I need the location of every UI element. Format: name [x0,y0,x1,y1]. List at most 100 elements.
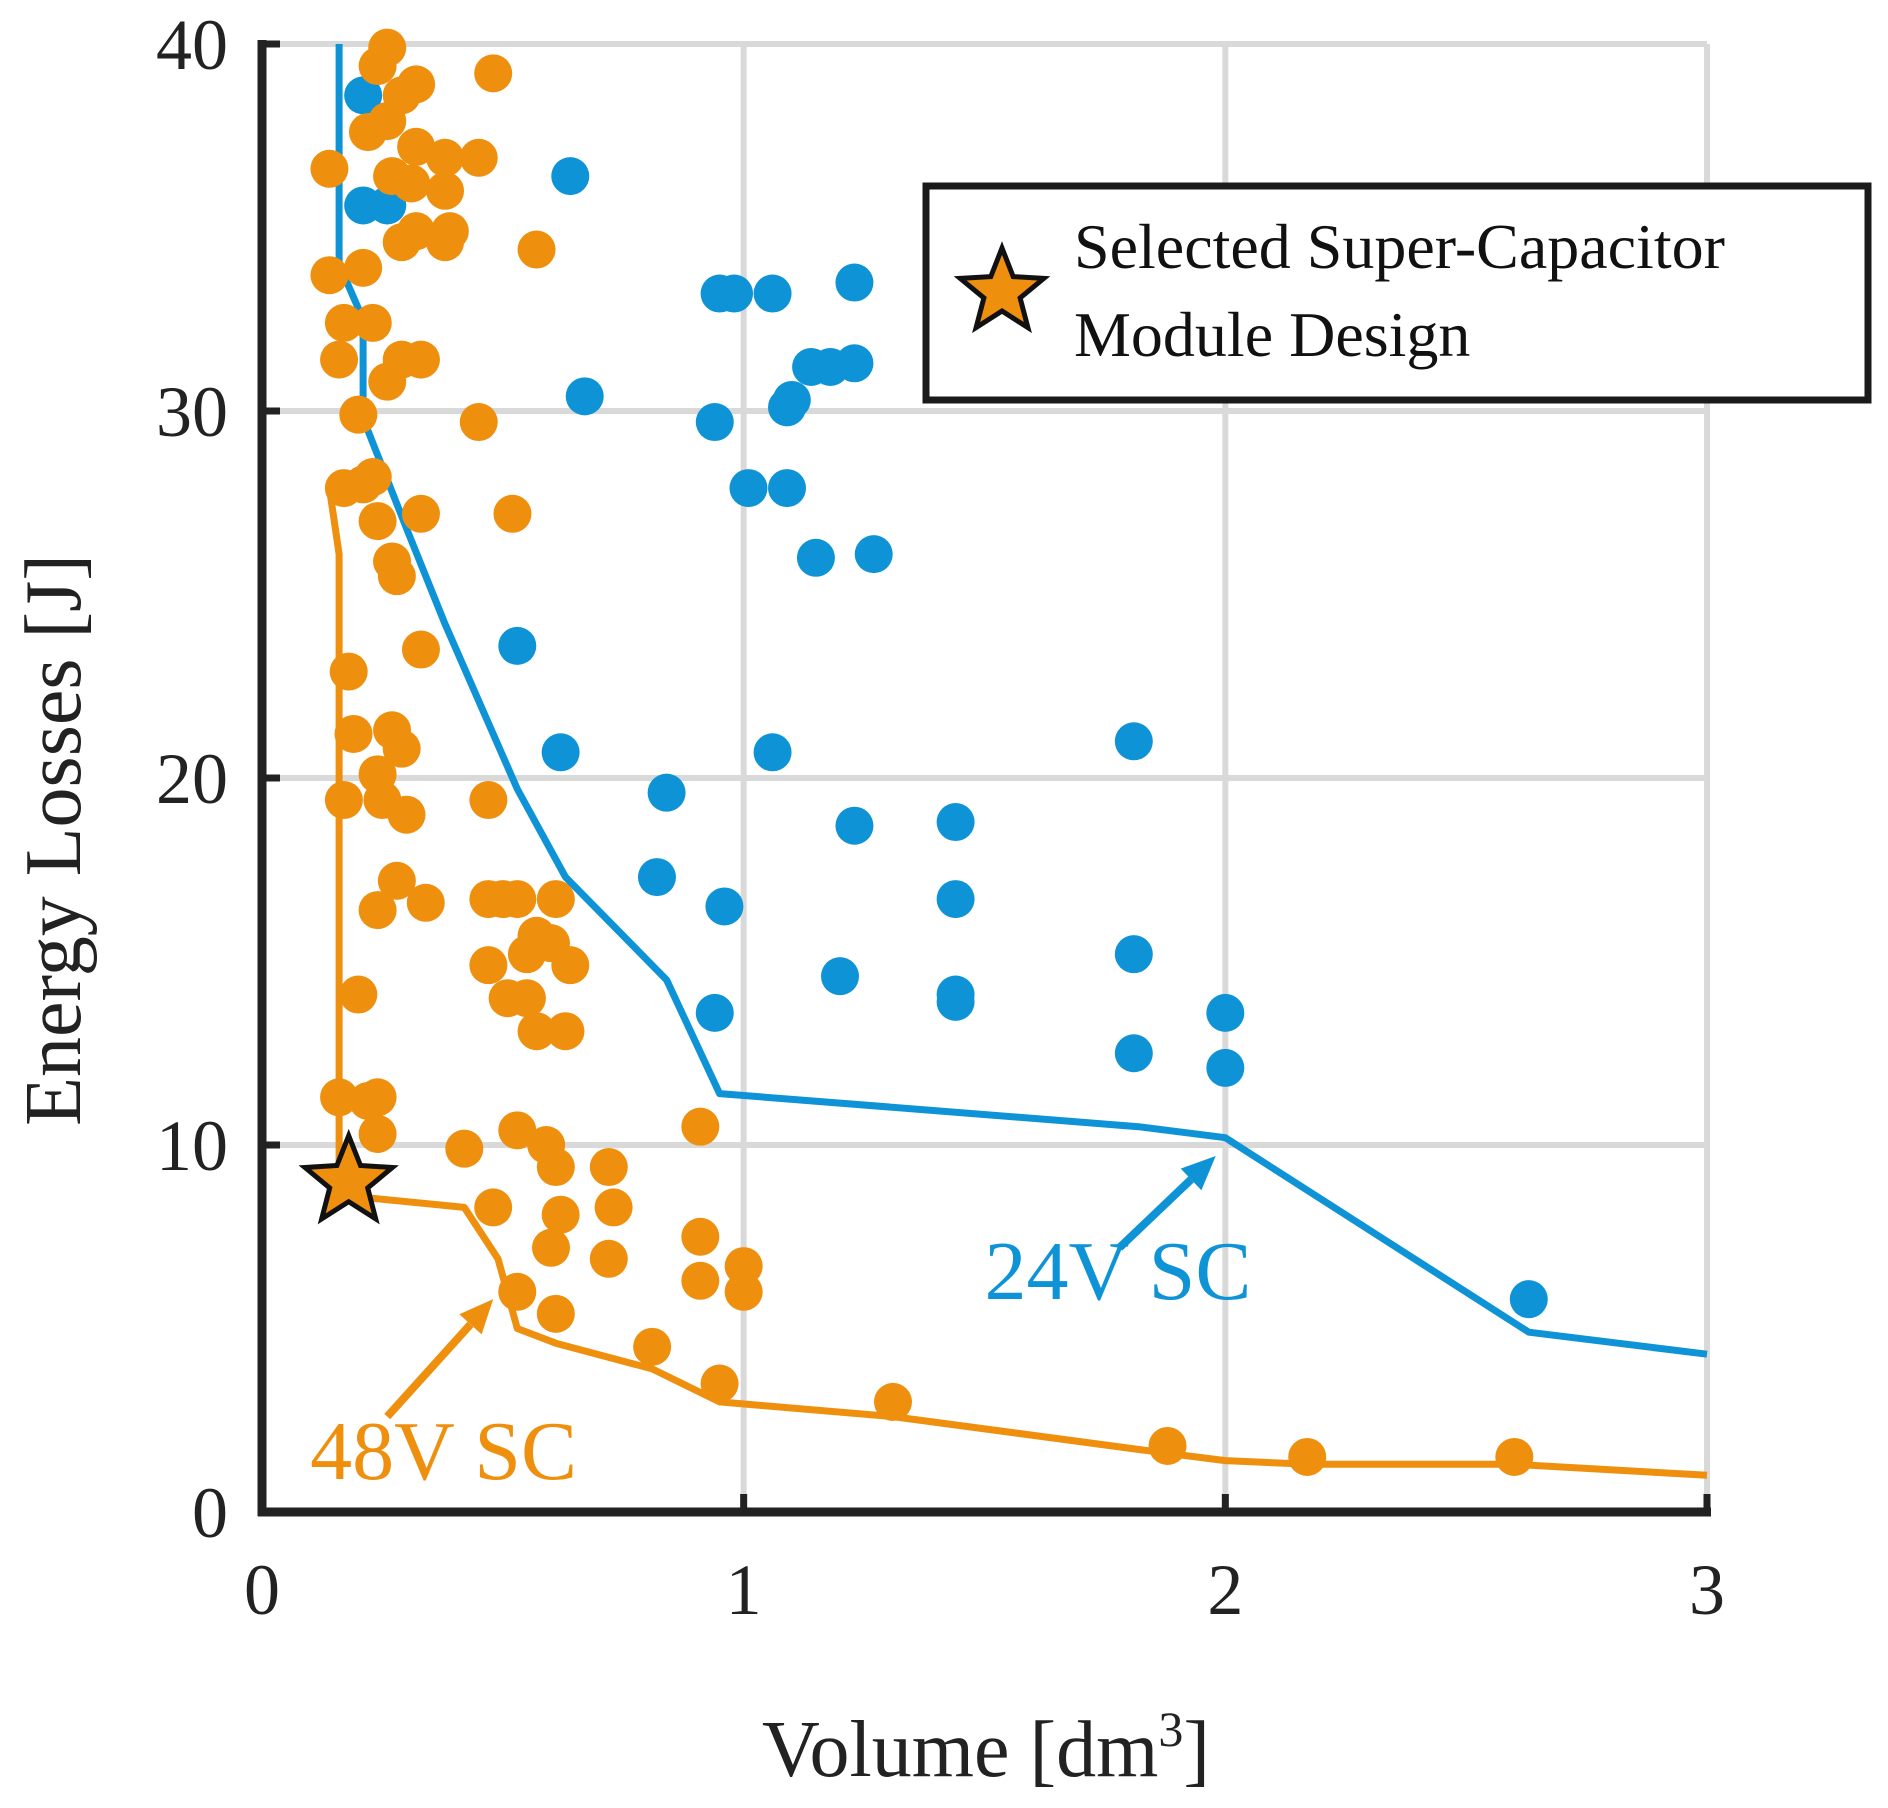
point-24v [936,880,975,919]
point-48v [397,65,436,104]
x-tick-label: 3 [1689,1550,1725,1630]
point-48v [469,946,508,985]
annotation-arrowhead-24v-sc [1180,1156,1216,1191]
x-tick-label: 0 [244,1550,280,1630]
point-48v [532,1228,570,1267]
point-48v [310,149,349,188]
point-48v [493,494,532,533]
legend-text-line-2: Module Design [1074,299,1470,370]
legend-text-line-1: Selected Super-Capacitor [1074,211,1725,282]
point-48v [353,458,392,497]
point-48v [358,1078,397,1117]
annotation-arrow-24v-sc [1116,1176,1194,1251]
y-tick-label: 30 [156,372,228,452]
point-48v [536,880,575,919]
point-48v [358,1114,397,1153]
x-axis-label-exponent: 3 [1158,1701,1183,1757]
point-48v [401,630,440,669]
point-48v [406,883,445,922]
point-48v [681,1217,720,1256]
point-24v [1206,1048,1245,1087]
point-48v [397,212,436,251]
legend-star-icon [953,241,1051,334]
point-48v [459,403,498,442]
point-24v [1114,935,1153,974]
point-24v [753,274,792,313]
point-24v [551,157,590,196]
point-24v [936,982,975,1021]
point-48v [310,256,349,295]
point-48v [1495,1437,1534,1476]
point-48v [320,340,359,379]
selected-design-star [298,1128,399,1225]
point-48v [426,138,465,177]
point-48v [339,395,378,434]
point-48v [551,946,590,985]
point-48v [873,1382,912,1421]
x-tick-label: 1 [726,1550,762,1630]
point-48v [459,138,498,177]
point-48v [339,975,378,1014]
point-48v [397,127,436,166]
point-48v [536,1294,575,1333]
point-48v [507,935,546,974]
x-tick-label: 2 [1207,1550,1243,1630]
point-48v [353,303,392,342]
annotations: 24V SC 48V SC [310,1156,1251,1498]
point-24v [1114,722,1153,761]
annotation-label-48v-sc: 48V SC [310,1405,577,1498]
legend-star-marker [953,241,1051,334]
legend: Selected Super-Capacitor Module Design [922,182,1872,404]
point-48v [594,1188,633,1227]
point-48v [358,502,397,541]
point-24v [715,274,754,313]
point-48v [426,171,465,210]
y-axis-label: Energy Losses [J] [10,554,98,1126]
point-24v [835,806,874,845]
point-48v [344,248,383,287]
point-24v [796,538,835,577]
point-24v [368,186,407,225]
point-48v [498,1111,537,1150]
x-axis-label-end: ] [1183,1706,1210,1794]
point-24v [768,469,807,508]
point-48v [498,1272,537,1311]
point-48v [377,861,416,900]
point-48v [681,1107,720,1146]
point-24v [821,957,859,996]
point-48v [517,230,556,269]
point-48v [724,1272,763,1311]
point-48v [700,1364,739,1403]
axes [257,40,1711,1517]
point-48v [320,1078,359,1117]
annotation-label-24v-sc: 24V SC [985,1225,1252,1318]
point-48v [589,1148,628,1187]
point-24v [498,626,537,665]
y-tick-label: 20 [156,739,228,819]
point-48v [507,979,546,1018]
point-24v [835,263,874,302]
x-axis-label: Volume [dm3] [762,1701,1210,1794]
point-48v [1288,1437,1327,1476]
point-48v [474,1188,513,1227]
point-48v [498,880,537,919]
point-24v [1509,1280,1548,1319]
point-24v [772,380,811,419]
point-48v [324,781,363,820]
annotation-arrow-48v-sc [384,1321,474,1420]
point-24v [1206,993,1245,1032]
point-48v [517,1012,556,1051]
point-48v [387,795,426,834]
legend-box [922,182,1872,404]
y-tick-label: 0 [192,1473,228,1553]
point-48v [382,729,421,768]
point-24v [695,403,734,442]
point-48v [474,54,513,93]
point-48v [334,714,373,753]
point-48v [546,1012,585,1051]
point-48v [469,781,508,820]
point-24v [753,733,792,772]
point-24v [705,887,744,926]
point-24v [835,344,874,383]
point-48v [368,102,407,141]
